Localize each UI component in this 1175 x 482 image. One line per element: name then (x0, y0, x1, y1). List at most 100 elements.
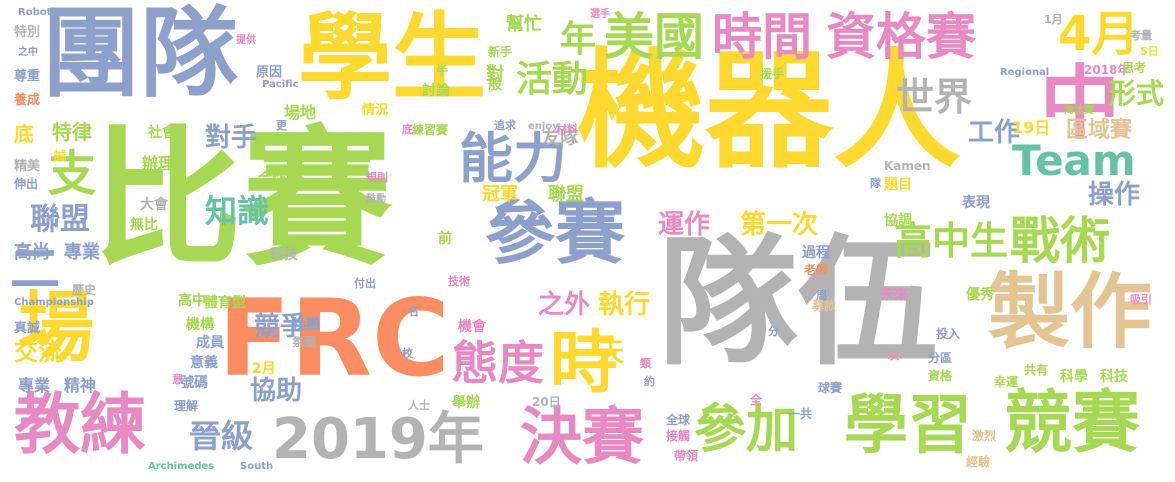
word-excellent: 優秀 (966, 287, 994, 303)
word-work: 工作 (968, 118, 1021, 148)
word-opponent: 對手 (205, 123, 258, 153)
word-2019: 2019年 (272, 407, 484, 472)
word-alliance: 聯盟 (30, 202, 90, 237)
word-middle: 中 (1040, 57, 1120, 150)
word-advance: 晉級 (189, 417, 254, 455)
word-among: 之中 (18, 47, 38, 58)
word-activity: 活動 (516, 59, 589, 100)
word-two: 二 (10, 240, 60, 298)
word-technology: 科技 (270, 247, 298, 263)
word-team: 團隊 (42, 0, 239, 111)
word-situation: 情況 (362, 103, 389, 118)
word-meaning: 意義 (190, 355, 218, 371)
word-pursue: 追求 (494, 119, 516, 132)
word-19th: 19日 (1012, 118, 1051, 137)
word-friendly-team: 友隊 (542, 128, 578, 149)
word-champion: 冠軍 (482, 184, 518, 205)
word-execute: 執行 (598, 290, 651, 320)
word-invest: 投入 (936, 327, 961, 341)
word-process: 過程 (802, 245, 830, 261)
word-day: 天 (598, 338, 625, 368)
word-besides: 之外 (538, 290, 591, 320)
word-player: 選手 (590, 9, 610, 20)
word-team-squad: 隊伍 (658, 222, 939, 385)
word-newbie: 新手 (488, 45, 513, 59)
word-school: 校 (402, 347, 413, 360)
word-future: 未來 (880, 287, 908, 303)
word-operation: 操作 (1088, 180, 1141, 210)
word-contact: 接觸 (666, 429, 691, 443)
word-professional-2: 專業 (18, 376, 51, 395)
word-robotics: Robotics (18, 7, 67, 18)
word-understand: 理解 (174, 399, 199, 413)
word-time: 時間 (712, 8, 812, 66)
word-general: 般 (488, 77, 502, 93)
word-practice-match: 練習賽 (412, 123, 449, 137)
word-fundraise: 募款 (812, 299, 837, 313)
word-think: 思考 (1122, 61, 1147, 75)
word-help: 幫忙 (506, 14, 542, 35)
word-helping-hand: 援手 (760, 67, 785, 81)
word-alliance-2: 聯盟 (548, 184, 584, 205)
word-lead: 帶領 (674, 449, 699, 463)
word-team-en: Team (1012, 136, 1136, 185)
word-elimination: 淘汰賽 (1064, 105, 1094, 116)
word-tactics: 戰術 (1010, 212, 1110, 270)
word-final: 決賽 (520, 400, 645, 473)
word-participate: 參賽 (485, 192, 625, 274)
word-ability: 能力 (459, 127, 567, 190)
word-attract: 吸引 (1130, 293, 1152, 306)
word-join: 參加 (694, 400, 799, 460)
word-intention: 意 (172, 373, 183, 386)
word-teacher: 老師 (804, 263, 829, 277)
word-provide: 提供 (236, 35, 256, 46)
word-frc: FRC (218, 277, 450, 400)
word-bottom-2: 底 (402, 123, 413, 136)
word-highschooler: 高中生 (894, 219, 1009, 263)
word-technique: 技術 (448, 275, 470, 288)
word-exquisite: 精美 (14, 159, 41, 174)
word-coordinate: 協調 (884, 213, 912, 229)
word-experience: 經驗 (966, 455, 991, 469)
word-cultivate: 養成 (14, 93, 41, 108)
word-venue: 場地 (284, 103, 317, 122)
word-qualification: 資格 (928, 369, 953, 383)
word-unmatched: 無比 (130, 217, 158, 233)
word-sincerity: 真誠 (14, 321, 41, 336)
word-learn: 學習 (844, 389, 972, 463)
word-rank: 名 (408, 305, 419, 318)
word-week: 周 (816, 289, 827, 302)
word-conference: 大會 (140, 197, 168, 213)
word-material: 材料 (556, 123, 578, 136)
word-special: 特別 (14, 25, 41, 40)
word-club: 社團 (292, 317, 320, 333)
word-science: 科學 (1060, 369, 1088, 385)
word-team-small: 隊 (870, 177, 881, 190)
word-contest: 競賽 (1004, 384, 1141, 463)
word-first-time: 第一次 (740, 210, 819, 240)
word-ballgame: 球賽 (818, 381, 843, 395)
word-when: 時 (550, 324, 619, 403)
word-reach-out: 伸出 (14, 177, 39, 191)
word-coach: 教練 (14, 386, 146, 463)
word-number: 號碼 (180, 375, 208, 391)
word-april: 4月 (1058, 6, 1140, 62)
word-championship: Championship (14, 297, 94, 308)
word-year: 年 (560, 19, 597, 60)
word-member: 成員 (196, 335, 224, 351)
word-5th: 5日 (1140, 45, 1159, 58)
word-more: 更 (276, 119, 287, 132)
word-2018: 2018年 (1084, 63, 1130, 77)
word-spirit: 精神 (64, 376, 97, 395)
word-kamen: Kamen (884, 159, 931, 173)
word-hold: 舉辦 (452, 395, 480, 411)
word-about: 約 (644, 375, 655, 388)
word-world: 世界 (896, 75, 973, 119)
word-times: 次 (888, 349, 899, 362)
word-give: 付出 (354, 277, 376, 290)
word-enjoy: enjoy (528, 121, 559, 132)
word-global: 全球 (666, 413, 691, 427)
word-correct: 對 (486, 64, 504, 85)
word-january: 1月 (1044, 13, 1063, 26)
